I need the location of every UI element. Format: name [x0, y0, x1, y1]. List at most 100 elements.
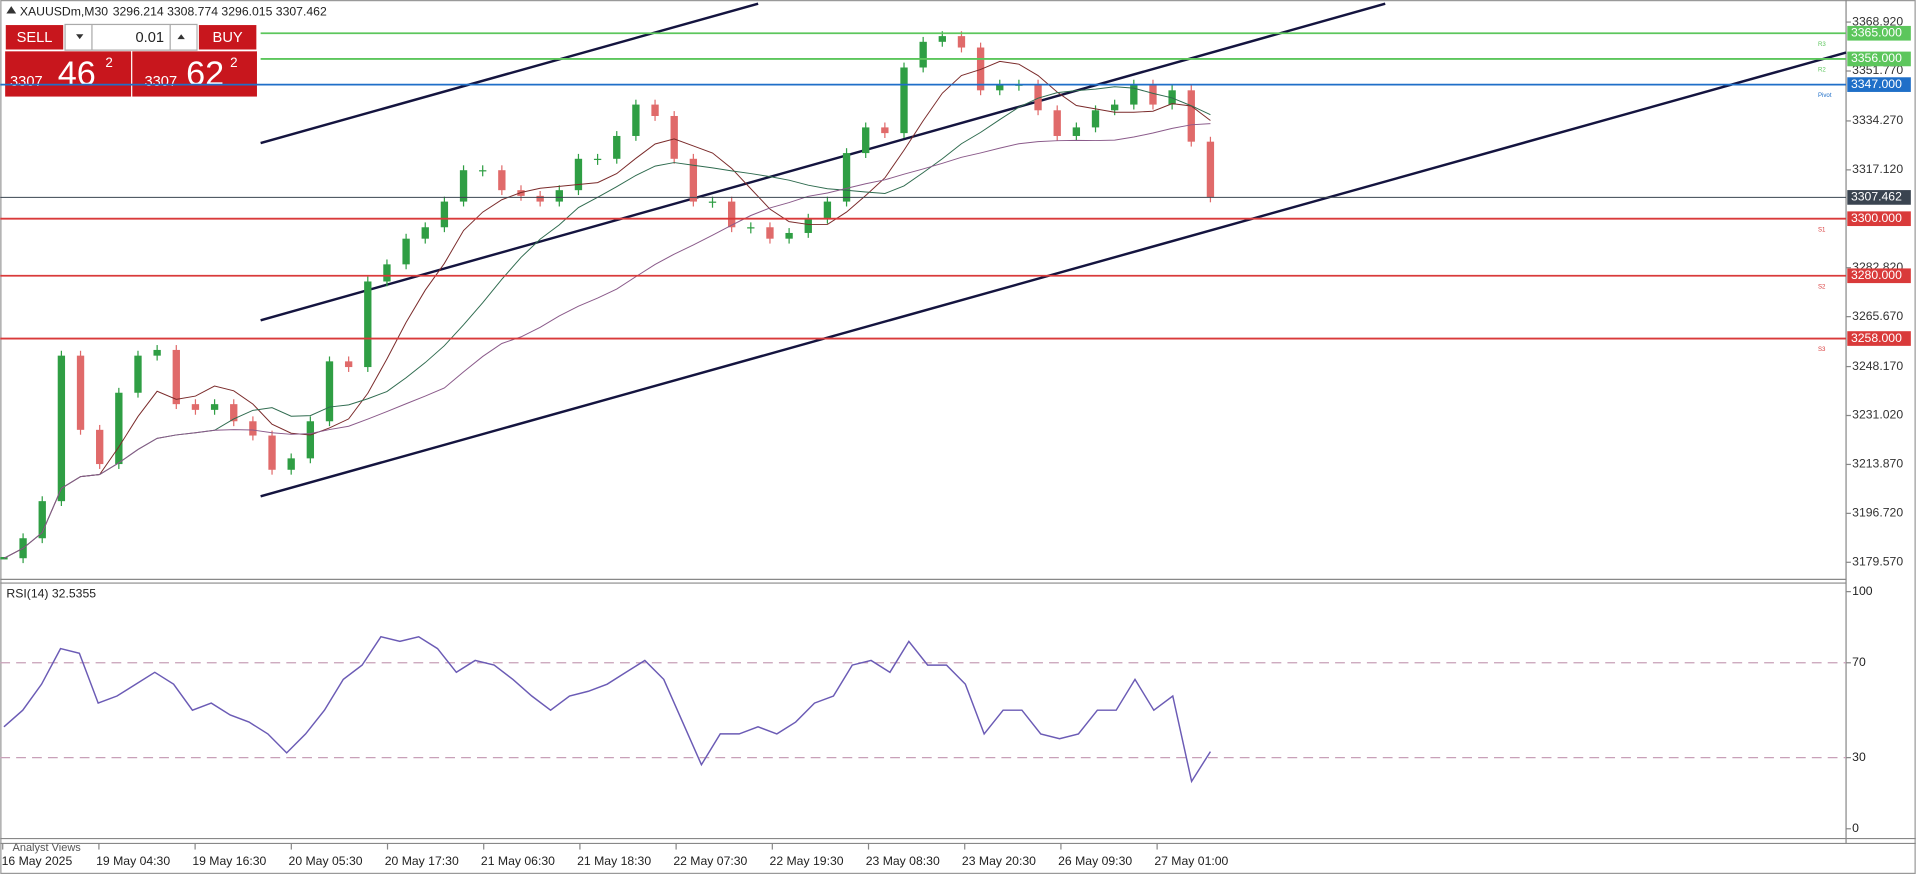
moving-average	[3, 123, 1211, 559]
level-tag: R3	[1818, 41, 1826, 48]
ohlc: 3296.214 3308.774 3296.015 3307.462	[113, 4, 327, 18]
candle	[996, 84, 1004, 91]
level-label: 3258.000	[1851, 331, 1902, 345]
level-tag: Pivot	[1818, 92, 1832, 99]
collapse-icon[interactable]	[6, 6, 17, 14]
candle	[364, 281, 372, 368]
price-main: 46	[58, 55, 96, 93]
candle	[900, 67, 908, 134]
buy-button[interactable]	[197, 23, 258, 51]
candle	[268, 435, 276, 470]
candle	[957, 36, 966, 48]
candle	[919, 41, 927, 68]
candle	[344, 361, 353, 368]
level-label: 3300.000	[1851, 211, 1902, 225]
level-tag-box	[1847, 77, 1911, 92]
level-tag: S1	[1818, 226, 1826, 233]
level-tag: S2	[1818, 283, 1826, 290]
lot-down[interactable]	[76, 34, 84, 40]
price-sup: 2	[105, 55, 112, 70]
level-label: 3356.000	[1851, 51, 1902, 65]
candle	[421, 227, 429, 239]
level-tag-box	[1847, 190, 1911, 205]
candle	[1130, 84, 1138, 105]
trend-line	[260, 2, 1386, 322]
candle	[440, 201, 449, 228]
lot-input[interactable]	[64, 23, 198, 51]
candle	[96, 429, 104, 465]
y-tick-label: 3213.870	[1852, 457, 1903, 471]
x-tick-label: 26 May 09:30	[1058, 854, 1132, 868]
level-tag: S3	[1818, 346, 1826, 353]
candle	[747, 227, 755, 229]
lot-value: 0.01	[136, 30, 165, 46]
candle	[210, 404, 219, 410]
candle	[459, 170, 468, 202]
price-big: 3307	[145, 74, 178, 90]
candle	[1053, 110, 1061, 136]
candle	[325, 361, 334, 422]
x-tick-label: 19 May 04:30	[96, 854, 170, 868]
candle	[1091, 110, 1100, 128]
rsi-tick-label: 30	[1852, 750, 1866, 764]
candle	[402, 238, 410, 265]
candle	[172, 349, 180, 405]
x-tick-label: 23 May 08:30	[866, 854, 940, 868]
sell-button[interactable]	[4, 23, 65, 51]
level-tag-box	[1847, 268, 1911, 284]
candle	[1187, 90, 1195, 142]
sell-price[interactable]	[5, 51, 132, 97]
lot-up[interactable]	[177, 34, 185, 40]
candle	[766, 227, 774, 239]
rsi-tick-label: 0	[1852, 821, 1859, 835]
candle	[593, 158, 602, 161]
candle	[306, 421, 315, 459]
moving-average	[3, 60, 1211, 559]
level-tag-box	[1847, 25, 1911, 41]
x-tick-label: 21 May 18:30	[577, 854, 651, 868]
candle	[249, 421, 257, 436]
price-big: 3307	[10, 74, 43, 90]
level-tag-box	[1847, 331, 1911, 346]
buy-price[interactable]	[132, 51, 257, 97]
x-tick-label: 20 May 17:30	[385, 854, 459, 868]
plot	[0, 31, 1215, 564]
x-tick-label: 16 May 2025	[2, 854, 73, 868]
rsi-title: RSI(14) 32.5355	[6, 586, 96, 600]
candle	[191, 404, 200, 410]
candle	[134, 355, 142, 393]
candle	[881, 127, 889, 134]
level-tag-box	[1847, 51, 1911, 67]
y-tick-label: 3317.120	[1852, 162, 1903, 176]
candle	[1034, 84, 1042, 111]
rsi-tick-label: 70	[1852, 655, 1866, 669]
y-tick-label: 3248.170	[1852, 359, 1903, 373]
candle	[38, 501, 46, 539]
footer: Analyst Views	[12, 842, 81, 854]
candle	[1206, 141, 1215, 198]
level-label: 3307.462	[1851, 190, 1902, 204]
candle	[230, 404, 238, 422]
y-tick-label: 3179.570	[1852, 555, 1903, 569]
candle	[727, 201, 736, 228]
level-tag: R2	[1818, 67, 1826, 74]
candle	[708, 201, 717, 203]
x-tick-label: 22 May 07:30	[673, 854, 747, 868]
candle	[479, 170, 487, 172]
x-tick-label: 22 May 19:30	[770, 854, 844, 868]
candle	[574, 158, 583, 191]
trend-line	[260, 51, 1847, 498]
level-label: 3365.000	[1851, 25, 1902, 39]
y-tick-label: 3334.270	[1852, 113, 1903, 127]
candle	[115, 392, 123, 465]
x-tick-label: 21 May 06:30	[481, 854, 555, 868]
candle	[670, 115, 678, 159]
candle	[785, 232, 793, 239]
symbol: XAUUSDm,M30	[20, 4, 108, 18]
candle	[498, 170, 506, 191]
candle	[1149, 84, 1157, 105]
candle	[57, 355, 66, 502]
